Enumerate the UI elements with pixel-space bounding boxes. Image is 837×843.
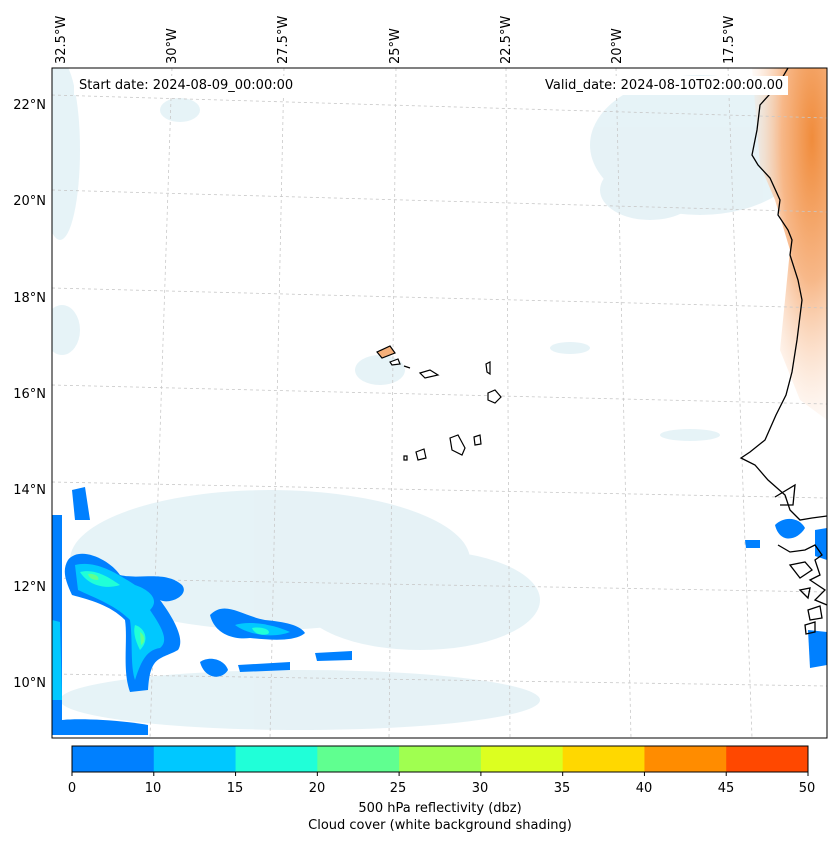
colorbar-tick-35: 35 bbox=[553, 781, 571, 796]
lat-label-12n: 12°N bbox=[13, 580, 46, 595]
lon-label-30w: 30°W bbox=[165, 28, 180, 64]
colorbar-tick-10: 10 bbox=[144, 781, 162, 796]
colorbar-sublabel: Cloud cover (white background shading) bbox=[308, 818, 572, 833]
colorbar-tick-15: 15 bbox=[226, 781, 244, 796]
colorbar-tick-50: 50 bbox=[798, 781, 816, 796]
colorbar-label: 500 hPa reflectivity (dbz) bbox=[358, 801, 522, 816]
colorbar-segment-2 bbox=[235, 746, 318, 772]
africa-coastline bbox=[739, 68, 827, 635]
lat-label-14n: 14°N bbox=[13, 483, 46, 498]
lat-label-22n: 22°N bbox=[13, 98, 46, 113]
lon-label-17-5w: 17.5°W bbox=[722, 15, 737, 64]
lat-label-20n: 20°N bbox=[13, 194, 46, 209]
colorbar-tick-0: 0 bbox=[67, 781, 77, 796]
lat-label-16n: 16°N bbox=[13, 387, 46, 402]
colorbar-segment-7 bbox=[644, 746, 727, 772]
lat-label-10n: 10°N bbox=[13, 676, 46, 691]
colorbar bbox=[71, 745, 809, 776]
colorbar-tick-25: 25 bbox=[389, 781, 407, 796]
colorbar-segment-5 bbox=[480, 746, 564, 772]
colorbar-tick-45: 45 bbox=[717, 781, 735, 796]
lon-label-32-5w: 32.5°W bbox=[54, 15, 69, 64]
valid-date-label: Valid_date: 2024-08-10T02:00:00.00 bbox=[540, 76, 789, 95]
start-date-label: Start date: 2024-08-09_00:00:00 bbox=[74, 76, 299, 95]
lon-label-25w: 25°W bbox=[388, 28, 403, 64]
land-shading bbox=[752, 68, 827, 420]
colorbar-segment-3 bbox=[317, 746, 400, 772]
cloud-cover-shading bbox=[52, 68, 810, 730]
colorbar-segment-8 bbox=[726, 746, 809, 772]
colorbar-tick-40: 40 bbox=[635, 781, 653, 796]
colorbar-frame bbox=[71, 745, 809, 773]
colorbar-segment-6 bbox=[562, 746, 645, 772]
colorbar-segment-0 bbox=[72, 746, 155, 772]
colorbar-segment-1 bbox=[153, 746, 237, 772]
lon-label-20w: 20°W bbox=[610, 28, 625, 64]
colorbar-tick-30: 30 bbox=[471, 781, 489, 796]
lon-label-22-5w: 22.5°W bbox=[499, 15, 514, 64]
cape-verde-islands bbox=[376, 345, 502, 461]
colorbar-segment-4 bbox=[399, 746, 482, 772]
lon-label-27-5w: 27.5°W bbox=[276, 15, 291, 64]
lat-label-18n: 18°N bbox=[13, 291, 46, 306]
colorbar-tick-20: 20 bbox=[308, 781, 326, 796]
reflectivity-20-25 bbox=[88, 573, 145, 645]
